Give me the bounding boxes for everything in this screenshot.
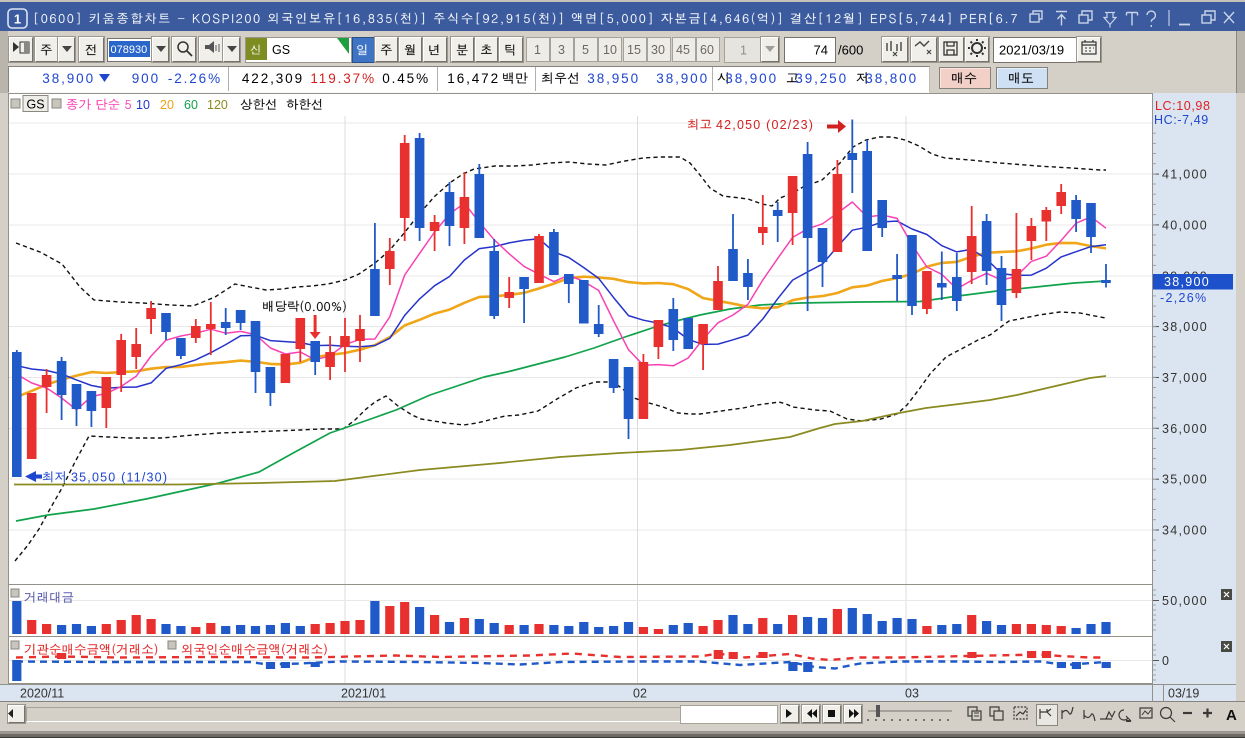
svg-text:30: 30 (651, 43, 665, 57)
svg-text:60: 60 (184, 98, 198, 112)
svg-text:50,000: 50,000 (1162, 594, 1208, 608)
svg-text:34,000: 34,000 (1162, 524, 1208, 538)
svg-text:1: 1 (14, 12, 21, 27)
svg-text:35,000: 35,000 (1162, 473, 1208, 487)
svg-text:20: 20 (160, 98, 174, 112)
svg-text:38,900: 38,900 (725, 71, 778, 86)
svg-text:16,472: 16,472 (447, 71, 500, 86)
svg-text:GS: GS (272, 43, 290, 57)
svg-text:-2,26%: -2,26% (1160, 291, 1207, 305)
svg-text:35,050 (11/30): 35,050 (11/30) (71, 471, 168, 485)
svg-text:39,250: 39,250 (795, 71, 848, 86)
svg-text:HC:-7,49: HC:-7,49 (1154, 113, 1209, 127)
svg-text:10: 10 (136, 98, 150, 112)
svg-text:38,900: 38,900 (656, 71, 709, 86)
svg-text:2021/01: 2021/01 (341, 687, 386, 701)
svg-text:0: 0 (1162, 654, 1170, 668)
svg-text:03: 03 (905, 687, 919, 701)
svg-text:GS: GS (26, 98, 44, 112)
svg-text:40,000: 40,000 (1162, 218, 1208, 232)
svg-text:A: A (1226, 707, 1237, 724)
svg-text:0.45%: 0.45% (382, 71, 430, 86)
svg-text:10: 10 (603, 43, 617, 57)
svg-text:LC:10,98: LC:10,98 (1155, 99, 1211, 113)
svg-text:03/19: 03/19 (1168, 687, 1199, 701)
svg-text:41,000: 41,000 (1162, 168, 1208, 182)
svg-text:3: 3 (558, 43, 565, 57)
svg-text:45: 45 (676, 43, 690, 57)
svg-text:38,900: 38,900 (42, 71, 95, 86)
svg-text:2020/11: 2020/11 (20, 687, 64, 701)
svg-text:119.37%: 119.37% (310, 71, 376, 86)
svg-text:38,950: 38,950 (587, 71, 640, 86)
svg-text:1: 1 (534, 43, 541, 57)
svg-text:02: 02 (633, 687, 647, 701)
svg-text:1: 1 (740, 44, 747, 58)
svg-text:36,000: 36,000 (1162, 422, 1208, 436)
svg-text:38,000: 38,000 (1162, 320, 1208, 334)
svg-text:2021/03/19: 2021/03/19 (999, 43, 1064, 58)
svg-text:38,800: 38,800 (865, 71, 918, 86)
svg-text:120: 120 (207, 98, 228, 112)
svg-text:/600: /600 (838, 43, 863, 58)
svg-text:38,900: 38,900 (1164, 275, 1210, 289)
svg-text:422,309: 422,309 (242, 71, 304, 86)
svg-text:37,000: 37,000 (1162, 371, 1208, 385)
svg-text:078930: 078930 (111, 44, 148, 56)
svg-text:60: 60 (700, 43, 714, 57)
svg-text:42,050 (02/23): 42,050 (02/23) (716, 118, 814, 132)
svg-text:900: 900 (132, 71, 160, 86)
svg-text:74: 74 (814, 43, 828, 58)
svg-text:-2.26%: -2.26% (168, 71, 222, 86)
svg-text:5: 5 (582, 43, 589, 57)
svg-text:15: 15 (627, 43, 641, 57)
